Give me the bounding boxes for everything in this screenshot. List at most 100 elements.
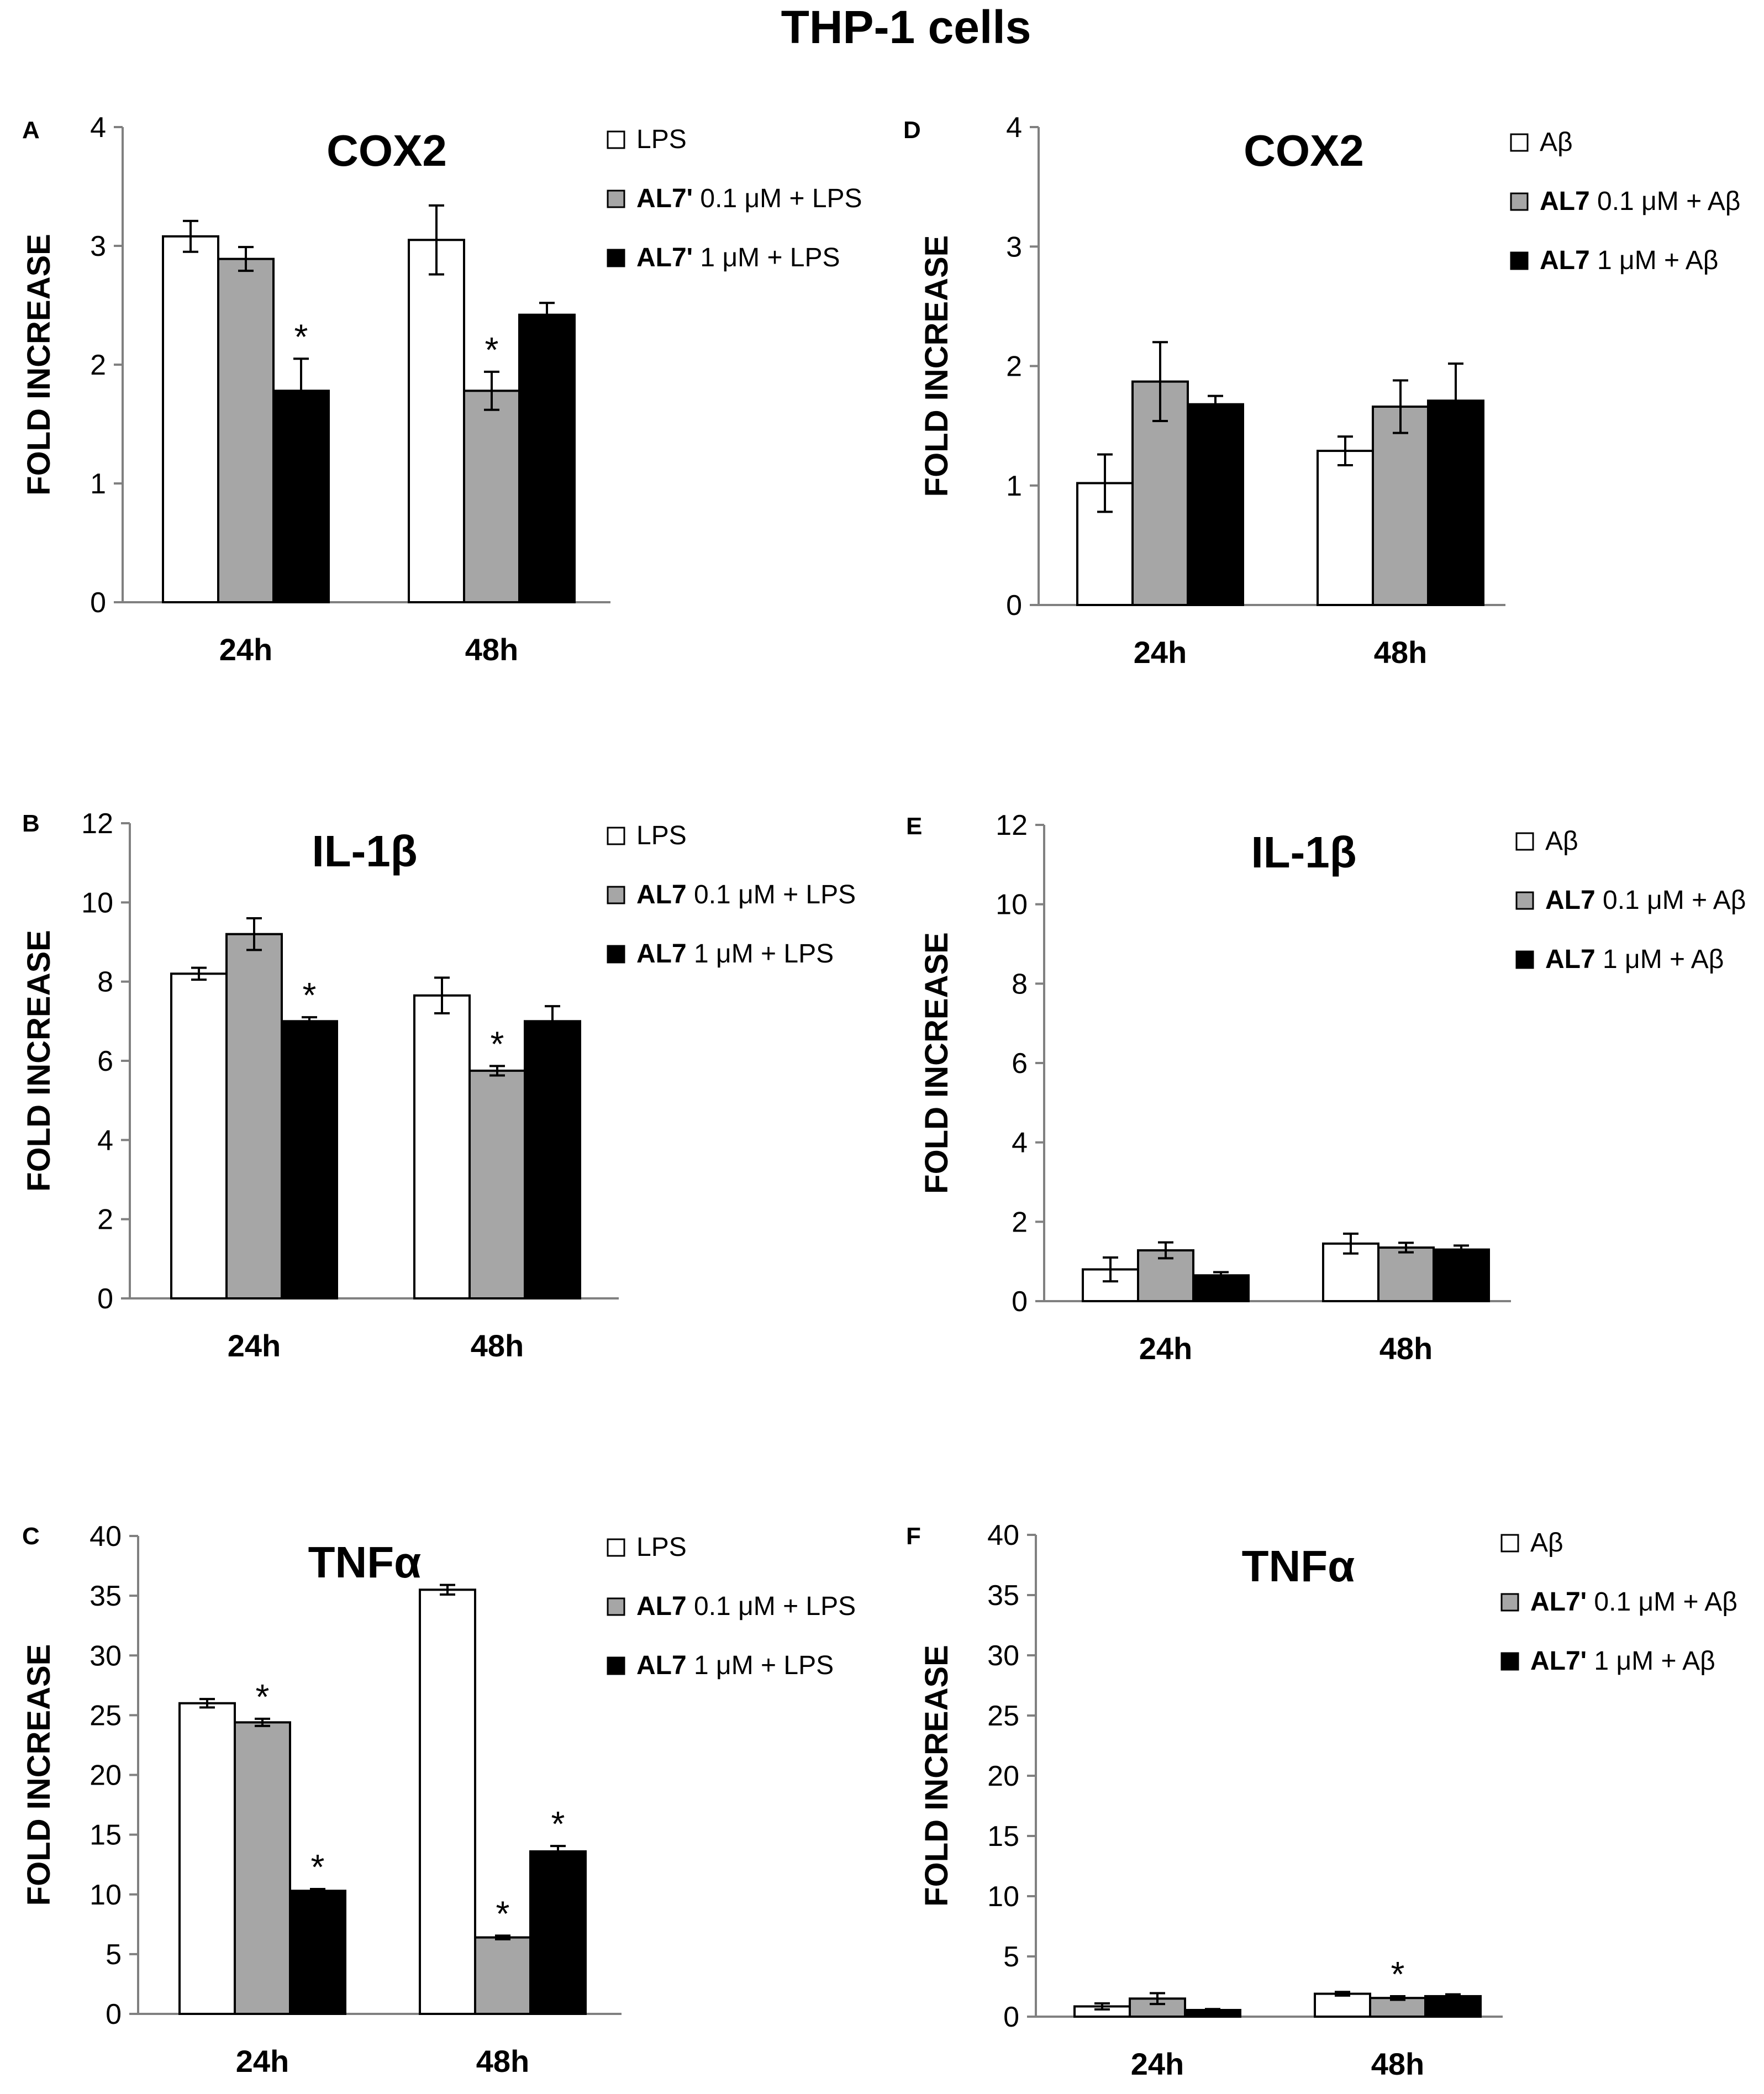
- legend-swatch: [607, 190, 625, 208]
- legend-entry: AL7 1 μM + LPS: [636, 939, 834, 969]
- y-tick-label: 20: [89, 1760, 122, 1792]
- legend-swatch: [607, 1538, 625, 1557]
- y-tick-label: 35: [89, 1580, 122, 1612]
- bar: [281, 1020, 338, 1300]
- y-axis-label: FOLD INCREASE: [21, 234, 57, 496]
- y-tick-label: 2: [1006, 351, 1022, 383]
- significance-star: *: [551, 1804, 565, 1844]
- legend-entry-rest: 0.1 μM + Aβ: [1590, 187, 1741, 216]
- bar: [468, 1069, 526, 1299]
- panel-letter: C: [22, 1523, 40, 1550]
- bar: [225, 933, 283, 1299]
- legend-entry: AL7' 1 μM + Aβ: [1530, 1646, 1715, 1676]
- legend-swatch: [607, 1597, 625, 1616]
- x-tick-label: 24h: [1139, 1331, 1193, 1366]
- significance-star: *: [496, 1893, 510, 1933]
- legend-entry-rest: 0.1 μM + Aβ: [1587, 1587, 1737, 1617]
- legend-entry-bold: AL7': [1530, 1646, 1587, 1676]
- y-tick-label: 25: [987, 1700, 1019, 1732]
- legend-entry: Aβ: [1540, 128, 1573, 157]
- y-tick-label: 0: [1006, 590, 1022, 622]
- legend-entry: AL7 1 μM + LPS: [636, 1651, 834, 1680]
- y-axis-label: FOLD INCREASE: [919, 932, 955, 1194]
- legend-entry-rest: 1 μM + LPS: [687, 1651, 834, 1680]
- y-tick-label: 10: [987, 1881, 1019, 1913]
- y-tick-label: 15: [987, 1821, 1019, 1853]
- y-tick-label: 1: [1006, 470, 1022, 502]
- legend-swatch: [1510, 251, 1529, 270]
- y-tick-label: 0: [97, 1283, 113, 1315]
- y-tick-label: 2: [1012, 1206, 1028, 1238]
- legend-entry: AL7' 0.1 μM + LPS: [636, 184, 862, 213]
- panel-letter: D: [903, 117, 921, 144]
- legend-entry: AL7' 0.1 μM + Aβ: [1530, 1587, 1737, 1617]
- legend-entry-rest: Aβ: [1530, 1528, 1563, 1558]
- y-tick-label: 10: [81, 887, 113, 919]
- legend-entry-bold: AL7: [1540, 187, 1590, 216]
- legend-entry-bold: AL7: [636, 1651, 687, 1680]
- y-tick-label: 5: [1003, 1941, 1019, 1973]
- y-tick-label: 0: [1012, 1286, 1028, 1318]
- legend-swatch: [607, 886, 625, 904]
- y-tick-label: 0: [90, 587, 106, 619]
- legend-swatch: [1515, 832, 1534, 851]
- legend-entry-rest: LPS: [636, 821, 687, 850]
- x-tick-label: 48h: [465, 632, 519, 667]
- legend-entry: AL7 1 μM + Aβ: [1540, 246, 1718, 275]
- legend-entry-rest: 0.1 μM + Aβ: [1596, 886, 1746, 915]
- legend-entry-rest: 0.1 μM + LPS: [687, 880, 856, 909]
- legend-entry-bold: AL7: [636, 939, 687, 969]
- bar: [234, 1721, 291, 2016]
- legend-swatch: [1500, 1652, 1519, 1671]
- bar: [408, 239, 465, 603]
- legend-swatch: [1510, 133, 1529, 152]
- y-tick-label: 8: [1012, 968, 1028, 1000]
- significance-star: *: [1391, 1954, 1405, 1994]
- bar: [518, 313, 576, 603]
- y-tick-label: 25: [89, 1700, 122, 1732]
- legend-swatch: [1515, 891, 1534, 910]
- legend-entry-rest: 1 μM + Aβ: [1590, 246, 1719, 275]
- y-tick-label: 8: [97, 966, 113, 998]
- bar: [1187, 403, 1244, 606]
- legend-entry-bold: AL7': [636, 184, 693, 213]
- x-tick-label: 24h: [219, 632, 273, 667]
- legend-entry: AL7 1 μM + Aβ: [1545, 945, 1724, 974]
- bar: [474, 1936, 531, 2016]
- legend-entry: AL7 0.1 μM + LPS: [636, 1592, 856, 1621]
- y-tick-label: 0: [1003, 2001, 1019, 2033]
- x-tick-label: 24h: [228, 1328, 281, 1363]
- bar: [272, 390, 330, 603]
- panel-title: IL-1β: [1251, 828, 1356, 877]
- legend-entry: Aβ: [1545, 827, 1578, 856]
- legend-entry: LPS: [636, 1533, 687, 1562]
- y-tick-label: 2: [97, 1204, 113, 1236]
- legend-swatch: [1510, 192, 1529, 211]
- bar: [1372, 406, 1429, 607]
- significance-star: *: [491, 1024, 504, 1064]
- legend-swatch: [607, 1656, 625, 1675]
- legend-entry-rest: 1 μM + Aβ: [1596, 945, 1724, 974]
- legend-entry-bold: AL7: [636, 880, 687, 909]
- bar: [170, 972, 228, 1300]
- x-tick-label: 48h: [471, 1328, 524, 1363]
- bar: [419, 1588, 476, 2015]
- legend-swatch: [607, 945, 625, 964]
- bar: [1317, 450, 1374, 606]
- legend-entry-rest: Aβ: [1545, 827, 1578, 856]
- legend-entry-rest: 0.1 μM + LPS: [687, 1592, 856, 1621]
- y-tick-label: 12: [996, 809, 1028, 841]
- y-tick-label: 15: [89, 1819, 122, 1851]
- legend-entry: AL7 0.1 μM + Aβ: [1540, 187, 1740, 216]
- y-tick-label: 4: [90, 112, 106, 144]
- y-tick-label: 1: [90, 468, 106, 500]
- legend-entry-rest: Aβ: [1540, 128, 1573, 157]
- y-axis-label: FOLD INCREASE: [21, 1644, 57, 1906]
- y-tick-label: 4: [97, 1124, 113, 1156]
- legend-entry: Aβ: [1530, 1528, 1563, 1558]
- significance-star: *: [294, 317, 308, 356]
- panel-letter: E: [906, 813, 922, 840]
- significance-star: *: [303, 975, 317, 1015]
- legend-entry: AL7 0.1 μM + Aβ: [1545, 886, 1746, 915]
